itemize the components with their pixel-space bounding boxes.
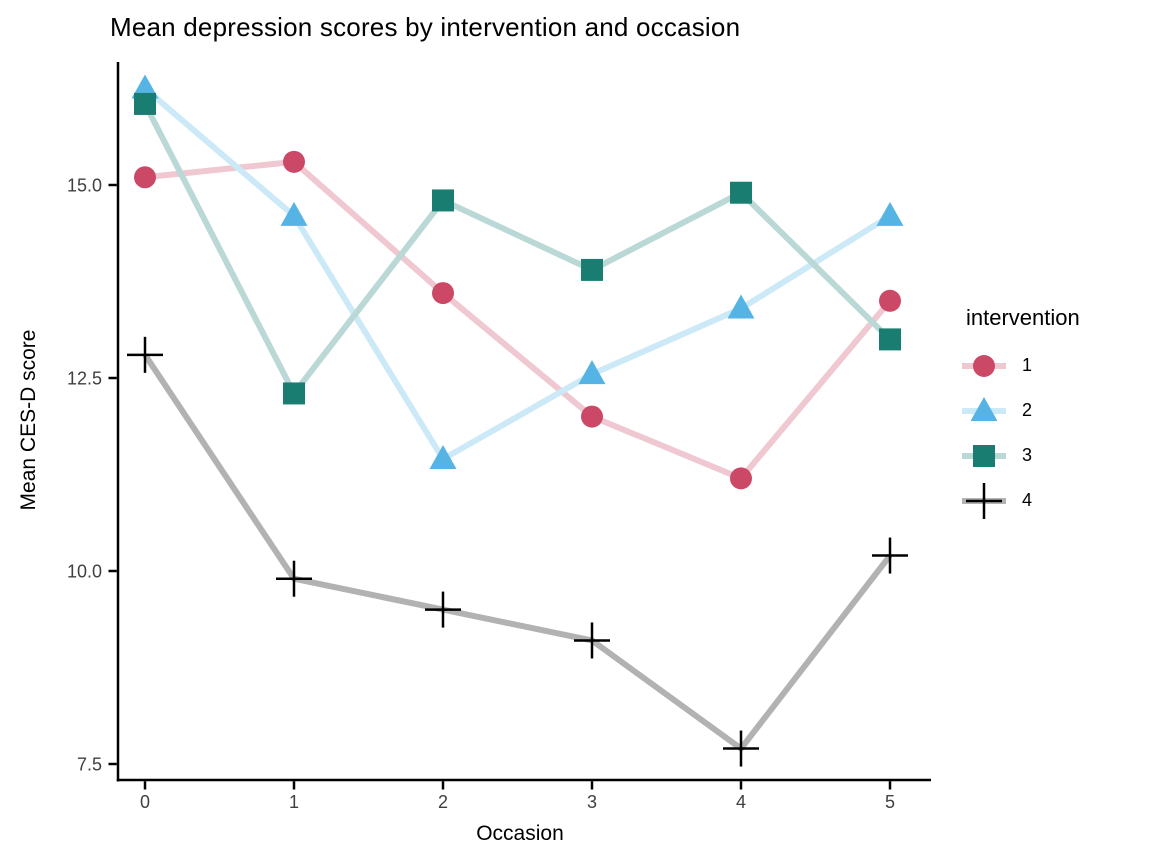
point-series-2-occasion-1 (280, 201, 308, 226)
point-series-4-occasion-3 (574, 622, 610, 659)
legend-title: intervention (966, 305, 1080, 330)
legend-key-plus-icon (962, 482, 1006, 519)
legend-entry-label: 1 (1022, 355, 1033, 375)
x-tick-label: 1 (289, 792, 299, 812)
point-series-4-occasion-5 (872, 537, 908, 574)
point-series-2-occasion-3 (578, 360, 606, 385)
point-series-3-occasion-1 (283, 382, 305, 405)
legend-key-circle-icon (962, 354, 1006, 377)
series-4-line (142, 353, 893, 752)
x-tick-label: 0 (140, 792, 150, 812)
x-tick-label: 3 (587, 792, 597, 812)
y-tick-label: 12.5 (67, 369, 102, 389)
x-axis-title: Occasion (476, 822, 564, 845)
point-series-2-occasion-5 (876, 201, 904, 226)
point-series-1-occasion-4 (730, 467, 752, 490)
legend-entry-label: 3 (1022, 445, 1033, 465)
y-tick-label: 15.0 (67, 176, 102, 196)
legend-entry-4: 4 (962, 478, 1148, 523)
point-series-1-occasion-5 (879, 289, 901, 312)
series-1-line (144, 158, 893, 482)
legend-entries: 1 2 3 4 (962, 343, 1148, 523)
legend-triangle-icon (970, 396, 998, 421)
legend-entry-2: 2 (962, 388, 1148, 433)
legend-entry-1: 1 (962, 343, 1148, 388)
point-series-2-occasion-4 (727, 294, 755, 319)
chart-title: Mean depression scores by intervention a… (110, 12, 741, 42)
point-series-1-occasion-1 (283, 150, 305, 173)
legend-key-square-icon (962, 444, 1006, 467)
point-series-4-occasion-1 (276, 560, 312, 597)
x-tick-label: 5 (885, 792, 895, 812)
point-series-2-occasion-2 (429, 445, 457, 470)
legend-circle-icon (973, 354, 995, 377)
series-3-line (142, 102, 893, 397)
legend-entry-3: 3 (962, 433, 1148, 478)
point-series-4-occasion-0 (127, 336, 163, 373)
x-tick-label: 4 (736, 792, 746, 812)
legend-entry-label: 4 (1022, 490, 1033, 510)
legend-entry-label: 2 (1022, 400, 1033, 420)
point-series-3-occasion-0 (134, 92, 156, 115)
y-tick-label: 10.0 (67, 562, 102, 582)
point-series-3-occasion-2 (432, 189, 454, 212)
point-series-3-occasion-4 (730, 181, 752, 204)
point-series-2-occasion-0 (131, 74, 159, 99)
legend-square-icon (973, 444, 995, 467)
x-tick-label: 2 (438, 792, 448, 812)
legend-key-triangle-icon (962, 396, 1006, 421)
point-series-1-occasion-0 (134, 166, 156, 189)
series-2-line (143, 86, 892, 463)
point-series-1-occasion-3 (581, 405, 603, 428)
point-series-4-occasion-2 (425, 591, 461, 628)
point-series-3-occasion-5 (879, 328, 901, 351)
point-series-1-occasion-2 (432, 282, 454, 305)
y-tick-label: 7.5 (77, 755, 102, 775)
legend-plus-icon (966, 482, 1002, 519)
point-series-4-occasion-4 (723, 730, 759, 767)
legend: intervention 1 2 3 4 (962, 305, 1148, 523)
point-series-3-occasion-3 (581, 258, 603, 281)
